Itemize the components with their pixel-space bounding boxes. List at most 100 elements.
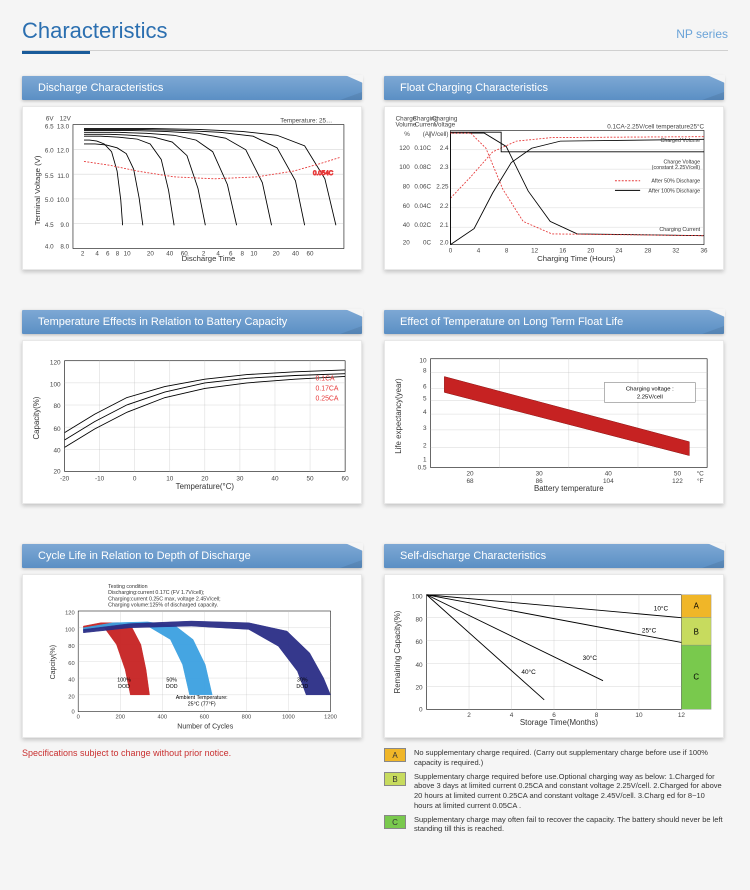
svg-text:40: 40 [271,475,279,482]
svg-text:0C: 0C [423,240,431,247]
svg-text:9.0: 9.0 [60,222,69,229]
zone-a-swatch: A [384,748,406,762]
svg-text:40: 40 [415,662,423,669]
svg-text:13.0: 13.0 [57,123,70,130]
svg-text:80: 80 [403,183,410,190]
svg-text:100: 100 [412,594,423,601]
svg-text:DOD: DOD [166,684,178,690]
svg-text:Battery temperature: Battery temperature [534,484,604,493]
svg-text:2: 2 [81,250,85,257]
svg-text:60: 60 [342,475,350,482]
svg-text:10: 10 [166,475,174,482]
svg-text:120: 120 [399,145,410,152]
svg-text:2.4: 2.4 [440,145,449,152]
svg-text:100: 100 [50,381,61,388]
svg-text:36: 36 [701,247,708,254]
svg-text:200: 200 [115,715,125,721]
svg-text:°C: °C [697,469,705,477]
page-header: Characteristics NP series [22,0,728,51]
svg-text:28: 28 [644,247,651,254]
svg-text:0.02C: 0.02C [414,222,431,229]
svg-text:6: 6 [229,250,233,257]
svg-text:10.0: 10.0 [57,197,70,204]
svg-text:2.1: 2.1 [440,222,449,229]
svg-text:0.08C: 0.08C [414,164,431,171]
svg-text:Charging Time (Hours): Charging Time (Hours) [537,254,616,263]
svg-text:Charged Volume: Charged Volume [661,138,701,144]
svg-text:0: 0 [449,247,453,254]
svg-text:2.25: 2.25 [436,183,449,190]
svg-text:100: 100 [399,164,410,171]
svg-text:4: 4 [95,250,99,257]
svg-text:10: 10 [124,250,131,257]
svg-text:5.5: 5.5 [45,173,54,180]
svg-text:80: 80 [415,616,423,623]
svg-text:20: 20 [415,685,423,692]
svg-text:0.1CA-2.25V/cell temperature2: 0.1CA-2.25V/cell temperature25°C [607,122,704,130]
svg-text:8: 8 [423,368,427,375]
chart-discharge: 0.054C 6.56.05.5 5.04.54.0 13.012.011.0 … [29,113,355,263]
svg-text:10°C: 10°C [654,605,669,613]
chart-tempcap: 0.1CA0.17CA0.25CA 12010080 604020 -20-10… [29,347,355,497]
svg-text:0.25CA: 0.25CA [315,395,338,402]
svg-text:Charging:current 0.25C max, vo: Charging:current 0.25C max, voltage 2.45… [108,596,220,602]
svg-text:40°C: 40°C [521,668,536,676]
svg-text:1200: 1200 [324,715,337,721]
svg-text:Voltage: Voltage [434,122,455,129]
svg-text:60: 60 [415,639,423,646]
zone-b-swatch: B [384,772,406,786]
svg-text:B: B [694,627,699,636]
svg-text:25°C (77°F): 25°C (77°F) [188,701,216,707]
svg-text:12: 12 [678,712,686,719]
svg-text:104: 104 [603,478,614,485]
svg-text:4: 4 [477,247,481,254]
svg-text:Ambient Temperature:: Ambient Temperature: [176,695,228,701]
zone-c-swatch: C [384,815,406,829]
svg-text:24: 24 [615,247,622,254]
svg-text:40: 40 [403,222,410,229]
panel-float: Float Charging Characteristics Charged V… [384,76,724,270]
svg-text:2: 2 [467,712,471,719]
svg-text:60: 60 [307,250,314,257]
panel-hdr-float: Float Charging Characteristics [384,76,724,100]
svg-text:0: 0 [71,709,74,715]
svg-text:2: 2 [202,250,206,257]
svg-text:0.10C: 0.10C [414,145,431,152]
svg-text:(constant 2.25V/cell): (constant 2.25V/cell) [652,165,701,171]
svg-text:Life expectancy(year): Life expectancy(year) [394,378,403,454]
svg-text:0.06C: 0.06C [414,183,431,190]
svg-text:20: 20 [403,240,410,247]
svg-text:2: 2 [423,443,427,450]
svg-text:60: 60 [181,250,188,257]
svg-text:2.2: 2.2 [440,203,449,210]
svg-text:50: 50 [674,470,682,477]
zone-a-text: No supplementary charge required. (Carry… [414,748,724,768]
svg-text:5.0: 5.0 [45,197,54,204]
svg-text:6: 6 [106,250,110,257]
svg-text:600: 600 [200,715,210,721]
svg-text:DOD: DOD [118,684,130,690]
svg-text:A: A [694,602,700,611]
self-discharge-legend: A No supplementary charge required. (Car… [384,748,724,834]
svg-text:0: 0 [419,706,423,713]
svg-text:68: 68 [466,478,474,485]
svg-text:800: 800 [242,715,252,721]
svg-text:30: 30 [536,470,544,477]
svg-text:1000: 1000 [282,715,295,721]
panel-self: Self-discharge Characteristics [384,544,724,838]
svg-text:40: 40 [166,250,173,257]
svg-text:60: 60 [403,203,410,210]
svg-text:60: 60 [68,661,74,667]
panel-floatlife: Effect of Temperature on Long Term Float… [384,310,724,504]
svg-text:6: 6 [423,383,427,390]
accent-bar [22,51,90,54]
svg-text:4: 4 [423,409,427,416]
svg-text:(V/cell): (V/cell) [429,131,449,138]
svg-text:Charging Current: Charging Current [659,227,700,233]
svg-text:120: 120 [65,611,75,617]
svg-text:1: 1 [423,457,427,464]
svg-text:Discharging:current 0.17C (FV: Discharging:current 0.17C (FV 1.7V/cell)… [108,590,204,596]
svg-text:50%: 50% [166,678,177,684]
svg-text:0.04C: 0.04C [414,203,431,210]
svg-text:-10: -10 [95,475,105,482]
